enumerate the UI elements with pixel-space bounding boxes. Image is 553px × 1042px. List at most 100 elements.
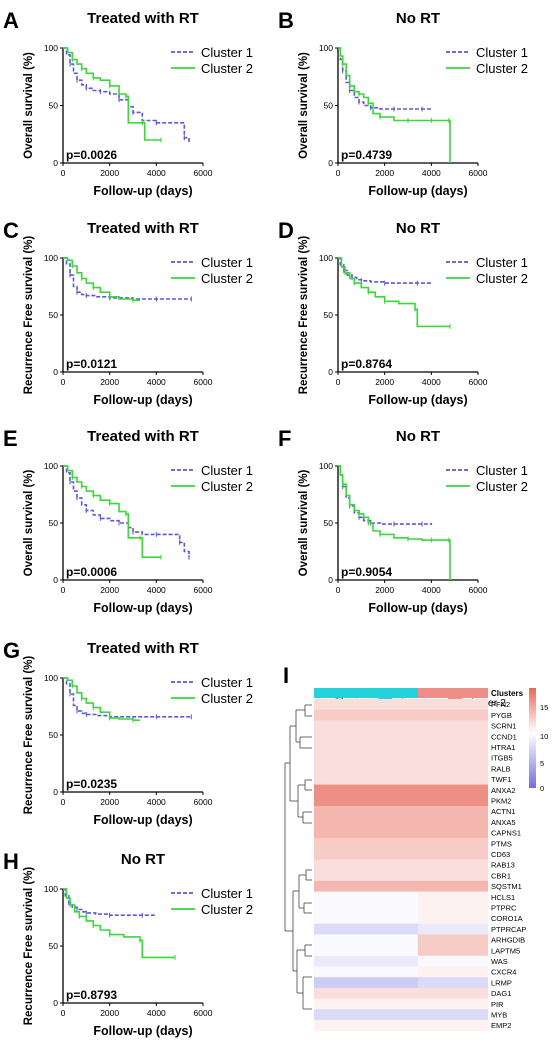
x-tick-label: 6000 [469,377,488,387]
x-tick-label: 0 [61,797,66,807]
panel-title: Treated with RT [87,640,199,657]
heatmap-cell-cluster-1 [314,987,418,999]
heatmap-cell-cluster-2 [418,966,488,978]
series-cluster-1 [63,465,190,558]
km-panel-c: C Treated with RT 0 50 100 0 2000 4000 6000Follo… [3,218,253,407]
y-tick-label: 0 [53,787,58,797]
x-axis-label: Follow-up (days) [93,393,192,407]
x-tick-label: 2000 [100,797,119,807]
gene-label: PTPRCAP [491,925,526,934]
cluster-1-bar [314,688,418,698]
x-tick-label: 2000 [375,377,394,387]
color-scale-tick-label: 0 [540,784,544,793]
heatmap-cell-cluster-2 [418,977,488,989]
panel-letter: I [283,663,289,688]
y-tick-label: 100 [44,43,58,53]
heatmap-cell-cluster-2 [418,720,488,732]
heatmap-cell-cluster-2 [418,848,488,860]
heatmap-cell-cluster-2 [418,838,488,850]
series-cluster-1 [338,47,433,110]
legend-label-cluster-2: Cluster 2 [201,479,253,494]
gene-label: CD63 [491,850,510,859]
x-tick-label: 4000 [147,377,166,387]
color-scale-tick-label: 10 [540,732,548,741]
x-tick-label: 2000 [375,168,394,178]
x-tick-label: 6000 [194,585,213,595]
y-tick-label: 50 [324,310,334,320]
y-axis-label: Overall survival (%) [298,469,310,576]
y-axis-label: Overall survival (%) [23,469,35,576]
gene-label: TWF1 [491,775,511,784]
p-value: p=0.9054 [341,565,392,579]
p-value: p=0.8793 [66,988,117,1002]
gene-label: CAPNS1 [491,829,521,838]
heatmap-cell-cluster-1 [314,870,418,882]
km-panel-e: E Treated with RT 0 50 100 0 2000 4000 6000Follo… [3,426,253,615]
panel-letter: F [278,426,291,451]
heatmap-cell-cluster-1 [314,795,418,807]
series-cluster-2 [63,677,140,721]
gene-label: CXCR4 [491,968,516,977]
legend-label-cluster-1: Cluster 1 [201,463,253,478]
heatmap-cell-cluster-2 [418,998,488,1010]
gene-label: DAG1 [491,989,511,998]
heatmap-cell-cluster-1 [314,923,418,935]
series-cluster-2 [63,257,140,301]
x-axis-label: Follow-up (days) [93,813,192,827]
panel-letter: A [3,8,19,33]
legend-label-cluster-1: Cluster 1 [476,45,528,60]
x-tick-label: 0 [336,168,341,178]
heatmap-cell-cluster-1 [314,709,418,721]
y-axis-label: Overall survival (%) [298,52,310,159]
cluster-2-bar [418,688,488,698]
x-tick-label: 6000 [194,1008,213,1018]
x-tick-label: 2000 [100,1008,119,1018]
y-tick-label: 50 [49,518,59,528]
y-tick-label: 0 [53,367,58,377]
y-tick-label: 50 [49,941,59,951]
panel-title: Treated with RT [87,220,199,237]
heatmap-cell-cluster-2 [418,891,488,903]
panel-title: Treated with RT [87,428,199,445]
gene-label: LAPTM5 [491,946,520,955]
y-tick-label: 0 [53,998,58,1008]
series-cluster-2 [338,257,450,328]
heatmap-cell-cluster-2 [418,709,488,721]
y-axis-label: Recurrence Free survival (%) [298,236,310,395]
heatmap-cell-cluster-2 [418,741,488,753]
series-cluster-2 [63,888,175,959]
gene-label: ANXA2 [491,786,516,795]
x-tick-label: 2000 [375,585,394,595]
gene-label: HTRA1 [491,743,516,752]
heatmap-cell-cluster-2 [418,870,488,882]
heatmap-cell-cluster-1 [314,827,418,839]
heatmap-cell-cluster-1 [314,731,418,743]
heatmap-cell-cluster-2 [418,763,488,775]
x-tick-label: 6000 [194,377,213,387]
x-tick-label: 2000 [100,585,119,595]
gene-label: SCRN1 [491,722,516,731]
series-cluster-2 [338,47,451,163]
heatmap-cell-cluster-2 [418,699,488,710]
heatmap-cell-cluster-1 [314,699,418,710]
gene-label: MYB [491,1011,507,1020]
legend-label-cluster-1: Cluster 1 [201,45,253,60]
series-cluster-2 [63,47,161,141]
gene-label: PTMS [491,839,512,848]
legend-label-cluster-2: Cluster 2 [201,902,253,917]
heatmap-cell-cluster-1 [314,720,418,732]
series-cluster-1 [338,465,433,525]
heatmap-cell-cluster-2 [418,795,488,807]
heatmap-cell-cluster-2 [418,816,488,828]
gene-label: EMP2 [491,1021,511,1030]
legend-label-cluster-2: Cluster 2 [476,61,528,76]
x-tick-label: 2000 [100,168,119,178]
y-tick-label: 100 [319,461,333,471]
heatmap-cell-cluster-1 [314,955,418,967]
gene-label: ITGB5 [491,754,513,763]
x-tick-label: 6000 [194,797,213,807]
heatmap-cell-cluster-2 [418,773,488,785]
